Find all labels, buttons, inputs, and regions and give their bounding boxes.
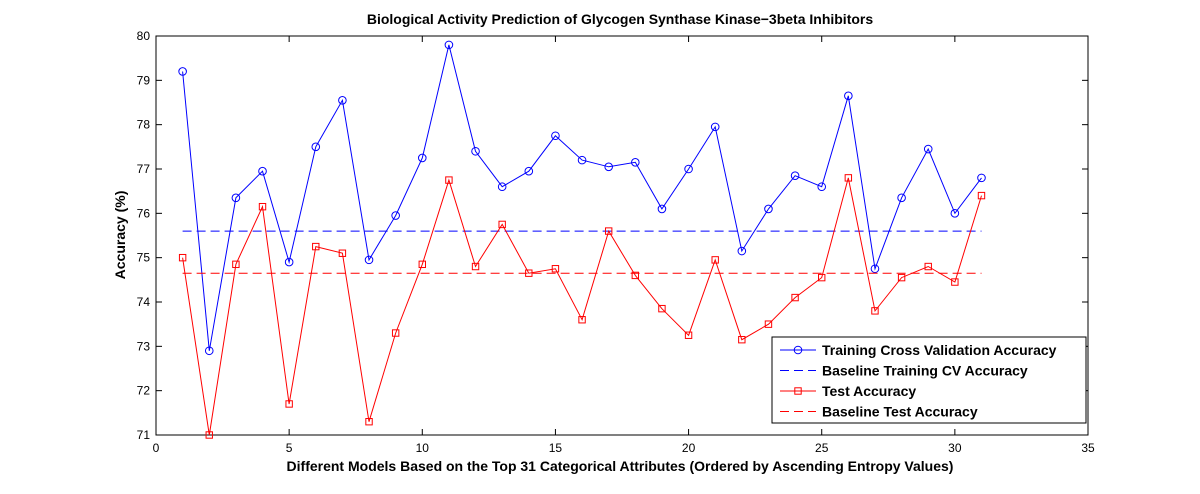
chart-title: Biological Activity Prediction of Glycog… <box>367 11 874 27</box>
x-tick-label: 10 <box>416 441 430 455</box>
plot-area: 0 5 10 15 20 25 30 35 71 72 73 74 75 76 77 78 79 80 Traini… <box>137 29 1095 455</box>
data-point <box>790 171 800 180</box>
data-point <box>977 173 986 183</box>
y-tick-label: 76 <box>137 206 151 220</box>
data-point <box>684 331 693 339</box>
data-point <box>364 255 374 265</box>
x-tick-label: 5 <box>286 441 293 455</box>
data-point <box>444 40 454 50</box>
legend-box <box>771 336 1087 424</box>
data-point <box>338 95 347 105</box>
data-point <box>631 158 640 167</box>
data-point <box>924 262 932 271</box>
data-point <box>338 249 347 257</box>
data-point <box>232 260 240 269</box>
series-0 <box>178 40 986 356</box>
y-tick-label: 77 <box>137 162 151 176</box>
legend: Training Cross Validation Accuracy Baseli… <box>771 336 1087 424</box>
data-point <box>684 164 693 174</box>
data-point <box>391 211 400 220</box>
data-point <box>791 293 799 302</box>
data-point <box>284 257 294 267</box>
y-tick-label: 78 <box>137 118 151 132</box>
data-point <box>178 253 187 262</box>
plot-frame <box>155 35 1089 436</box>
x-tick-label: 0 <box>153 441 160 455</box>
series-2 <box>178 174 986 439</box>
data-point <box>950 209 960 218</box>
data-point <box>897 273 906 282</box>
data-point <box>844 91 853 101</box>
y-tick-label: 72 <box>137 384 151 398</box>
y-tick-label: 74 <box>137 295 151 309</box>
legend-label: Baseline Training CV Accuracy <box>822 363 1028 379</box>
y-tick-label: 80 <box>137 29 151 43</box>
data-point <box>551 131 560 141</box>
data-point <box>577 155 587 165</box>
data-point <box>498 220 506 229</box>
legend-label: Baseline Test Accuracy <box>822 404 978 420</box>
data-point <box>711 256 719 264</box>
data-point <box>897 193 906 203</box>
data-point <box>391 329 400 337</box>
data-point <box>870 264 880 274</box>
data-point <box>818 273 826 282</box>
data-point <box>631 271 640 280</box>
data-point <box>231 193 241 203</box>
series-line <box>182 177 982 436</box>
data-point <box>285 400 293 408</box>
data-point <box>312 242 320 251</box>
series-line <box>182 44 982 351</box>
data-point <box>551 265 560 273</box>
data-point <box>445 176 453 184</box>
x-tick-label: 20 <box>682 441 696 455</box>
legend-marker <box>793 345 803 355</box>
legend-marker <box>794 387 802 395</box>
data-point <box>497 182 507 192</box>
y-tick-label: 79 <box>137 73 151 87</box>
data-point <box>817 182 827 192</box>
x-tick-label: 30 <box>948 441 962 455</box>
data-point <box>578 316 586 324</box>
x-tick-label: 15 <box>549 441 563 455</box>
data-point <box>604 162 613 172</box>
data-point <box>871 307 879 315</box>
data-point <box>204 346 214 356</box>
y-tick-label: 75 <box>137 251 151 265</box>
x-tick-label: 35 <box>1081 441 1095 455</box>
data-point <box>471 146 480 156</box>
data-point <box>737 246 747 256</box>
data-point <box>657 204 667 214</box>
data-point <box>844 174 853 182</box>
y-tick-label: 71 <box>137 428 151 442</box>
y-axis-label: Accuracy (%) <box>112 191 128 280</box>
data-point <box>178 67 187 76</box>
data-point <box>258 166 267 176</box>
x-tick-label: 25 <box>815 441 829 455</box>
data-point <box>764 320 773 328</box>
legend-label: Training Cross Validation Accuracy <box>822 342 1057 358</box>
x-axis-label: Different Models Based on the Top 31 Cat… <box>287 458 954 474</box>
data-point <box>471 262 480 271</box>
data-point <box>658 304 666 313</box>
data-point <box>738 335 746 344</box>
data-point <box>923 144 933 154</box>
data-point <box>524 166 534 176</box>
data-point <box>205 431 213 439</box>
data-point <box>710 122 720 132</box>
data-point <box>764 204 773 214</box>
data-point <box>977 191 986 200</box>
data-point <box>258 202 267 211</box>
data-point <box>311 142 321 152</box>
data-point <box>365 418 373 426</box>
legend-label: Test Accuracy <box>822 383 916 399</box>
data-point <box>951 278 959 286</box>
data-point <box>417 153 427 163</box>
data-point <box>604 227 613 235</box>
data-point <box>418 260 426 269</box>
y-tick-label: 73 <box>137 339 151 353</box>
